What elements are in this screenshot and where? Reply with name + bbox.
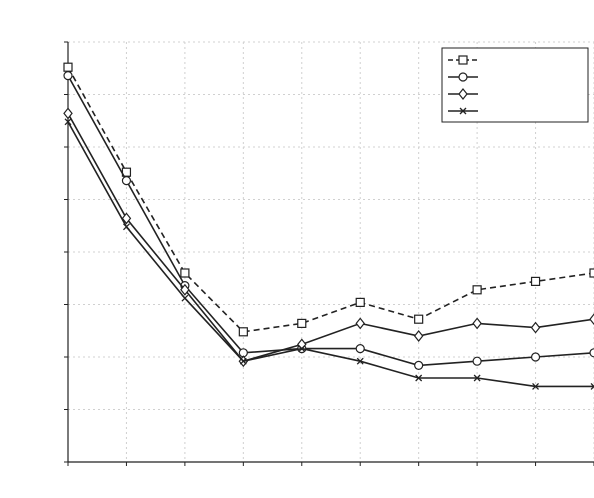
diamond-marker — [413, 330, 424, 342]
x-marker-stroke — [239, 357, 247, 365]
x-marker-stroke — [356, 357, 364, 365]
circle-marker — [414, 360, 424, 370]
x-marker — [473, 374, 481, 382]
square-marker — [63, 62, 73, 72]
x-marker — [181, 294, 189, 302]
x-marker — [415, 374, 423, 382]
circle-marker — [472, 356, 482, 366]
square-marker — [414, 314, 424, 324]
x-marker-stroke — [298, 345, 306, 353]
x-marker-stroke — [122, 223, 130, 231]
x-marker-stroke — [181, 294, 189, 302]
x-marker-stroke — [590, 385, 594, 390]
series-4 — [64, 118, 594, 390]
x-marker — [532, 382, 540, 390]
square-marker — [180, 268, 190, 278]
square-marker — [589, 268, 594, 278]
circle-marker — [121, 176, 132, 186]
circle-marker — [355, 344, 365, 354]
square-marker — [355, 297, 365, 307]
legend — [441, 47, 589, 123]
series-line-3 — [67, 113, 594, 363]
diamond-marker — [589, 313, 594, 326]
circle-marker — [530, 352, 541, 362]
x-marker — [239, 357, 247, 365]
square-marker — [297, 318, 307, 328]
legend-item — [448, 107, 478, 115]
x-marker-stroke — [459, 107, 467, 115]
circle-marker — [458, 72, 468, 82]
x-marker — [590, 382, 594, 390]
diamond-marker — [458, 88, 468, 100]
circle-marker — [63, 70, 73, 81]
x-marker — [298, 345, 306, 353]
square-marker — [530, 276, 541, 286]
diamond-marker — [530, 321, 541, 334]
series-line-4 — [67, 121, 594, 388]
x-marker-stroke — [473, 374, 481, 382]
x-marker-stroke — [64, 118, 72, 126]
square-marker — [458, 55, 468, 65]
series-line-2 — [67, 75, 594, 367]
diamond-marker — [355, 317, 365, 330]
square-marker — [472, 285, 482, 295]
legend-item — [448, 88, 478, 100]
diamond-marker — [121, 212, 132, 225]
circle-marker — [589, 348, 594, 358]
square-marker — [238, 327, 248, 337]
x-marker — [459, 107, 467, 115]
diamond-marker — [180, 283, 190, 296]
x-marker-stroke — [532, 382, 540, 390]
x-marker — [64, 118, 72, 126]
x-marker-stroke — [590, 382, 594, 388]
x-marker-stroke — [415, 374, 423, 382]
legend-item — [448, 72, 478, 82]
legend-item — [448, 55, 478, 65]
diamond-marker — [63, 107, 73, 120]
gridlines — [67, 41, 594, 463]
diamond-marker — [472, 317, 482, 330]
x-marker — [122, 223, 130, 231]
x-marker — [356, 357, 364, 365]
series-lines — [63, 62, 594, 390]
